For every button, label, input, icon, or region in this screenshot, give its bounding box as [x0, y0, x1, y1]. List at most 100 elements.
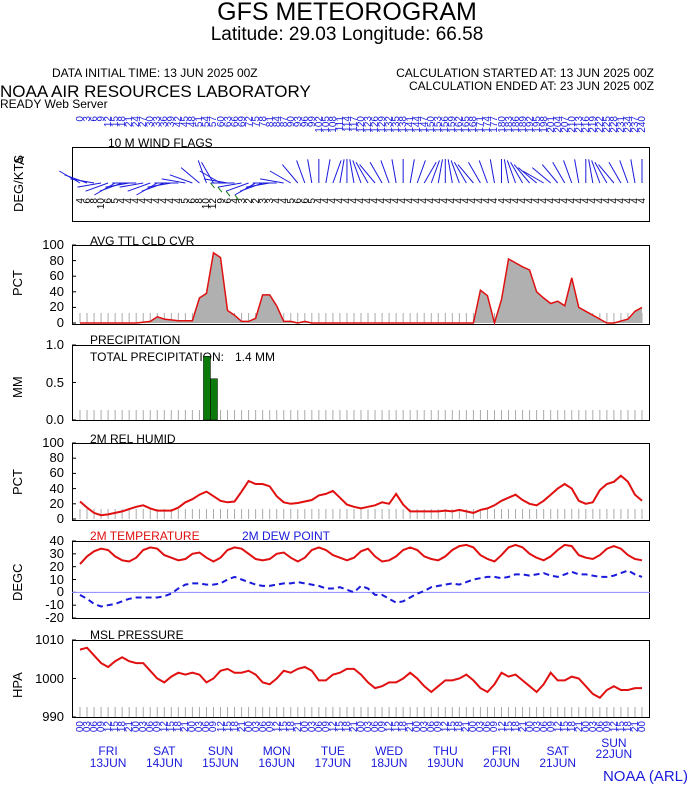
wind-barb: [450, 160, 460, 184]
wind-barb: [447, 159, 453, 184]
wind-barb: [513, 164, 530, 184]
y-tick-label: 0.5: [45, 374, 64, 390]
wind-barb: [169, 174, 193, 184]
y-tick-label: 40: [49, 283, 64, 299]
wind-barb: [594, 161, 608, 184]
lab-name: NOAA AIR RESOURCES LABORATORY: [0, 82, 311, 101]
x-day-date: 20JUN: [483, 756, 520, 770]
temp-legend: 2M TEMPERATURE: [90, 529, 200, 543]
cloud-panel: [72, 245, 650, 325]
pressure-title: MSL PRESSURE: [90, 628, 184, 642]
wind-barb: [201, 161, 214, 184]
wind-barb: [119, 182, 144, 188]
wind-barb-feather: [225, 190, 231, 197]
x-day-date: 18JUN: [370, 756, 408, 770]
calc-end: CALCULATION ENDED AT: 23 JUN 2025 00Z: [409, 79, 654, 93]
y-tick-label: 1.0: [45, 337, 64, 352]
wind-barb: [85, 182, 109, 192]
precip-total-value: 1.4 MM: [235, 350, 276, 364]
y-tick-label: 0: [56, 584, 64, 600]
x-day-name: TUE: [320, 744, 345, 758]
wind-barb: [147, 182, 172, 188]
wind-barb: [225, 182, 249, 192]
x-day-date: 21JUN: [539, 756, 577, 770]
y-tick-label: 20: [49, 495, 64, 511]
x-day-name: WED: [375, 744, 404, 758]
credit: NOAA (ARL): [602, 768, 688, 785]
wind-barb: [563, 160, 573, 184]
wind-barb-feather: [210, 182, 215, 189]
wind-barb: [430, 160, 440, 184]
wind-barb: [478, 160, 488, 184]
x-day-name: SAT: [153, 744, 176, 758]
y-tick-label: -10: [45, 597, 64, 613]
wind-barb: [467, 161, 481, 184]
init-time: DATA INITIAL TIME: 13 JUN 2025 00Z: [52, 66, 258, 80]
wind-title: 10 M WIND FLAGS: [108, 136, 213, 150]
wind-barb: [77, 182, 102, 188]
wind-barb: [391, 159, 397, 184]
x-day-date: 22JUN: [595, 747, 633, 761]
y-tick-label: 80: [49, 252, 64, 268]
y-tick-label: 1000: [35, 670, 64, 686]
temperature-line: [79, 543, 643, 565]
precip-bar: [210, 378, 218, 421]
y-tick-label: 0.0: [45, 412, 64, 427]
y-tick-label: 60: [49, 268, 64, 284]
x-day-name: SAT: [546, 744, 569, 758]
x-day-date: 19JUN: [426, 756, 464, 770]
wind-barb: [552, 161, 566, 184]
wind-barb: [416, 160, 426, 184]
wind-barb: [105, 182, 130, 188]
dew-legend: 2M DEW POINT: [242, 529, 331, 543]
x-day-name: SUN: [601, 736, 627, 750]
wind-barb: [423, 161, 437, 184]
pressure-line: [79, 646, 642, 700]
x-day-date: 16JUN: [258, 756, 296, 770]
wind-barb: [598, 164, 615, 184]
y-tick-label: 20: [49, 558, 64, 574]
wind-barb: [437, 159, 443, 184]
wind-barb: [307, 159, 313, 184]
wind-barb: [296, 160, 306, 184]
wind-barb: [522, 170, 544, 184]
wind-barb: [64, 174, 88, 184]
wind-barb: [269, 170, 292, 184]
dewpoint-line: [79, 569, 643, 608]
wind-barb: [355, 161, 369, 184]
wind-barb-feather: [217, 186, 223, 193]
wind-barb: [325, 159, 331, 184]
wind-barb: [260, 178, 284, 184]
wind-barb: [245, 182, 270, 188]
y-tick-label: 0: [56, 315, 64, 330]
y-tick-label: 30: [49, 545, 64, 561]
wind-barb: [161, 178, 186, 184]
wind-barb: [70, 178, 95, 184]
wind-barb: [510, 161, 524, 184]
cloud-title: AVG TTL CLD CVR: [90, 234, 195, 248]
y-tick-label: 1010: [35, 632, 64, 647]
wind-barb: [503, 159, 510, 184]
x-day-date: 15JUN: [202, 756, 239, 770]
x-day-name: MON: [262, 744, 291, 758]
y-tick-label: 60: [49, 465, 64, 481]
location-subtitle: Latitude: 29.03 Longitude: 66.58: [210, 24, 484, 45]
x-day-date: 17JUN: [314, 756, 352, 770]
wind-barb: [489, 159, 495, 184]
y-tick-label: 40: [49, 533, 64, 548]
x-day-date: 14JUN: [145, 756, 183, 770]
wind-barb: [591, 160, 601, 184]
wind-barb-feather: [234, 194, 240, 201]
wind-barb: [541, 164, 559, 184]
wind-barb: [409, 159, 415, 184]
precip-bar: [203, 356, 211, 421]
y-tick-label: -20: [45, 610, 64, 625]
x-day-name: FRI: [98, 744, 118, 758]
x-day-date: 13JUN: [89, 756, 127, 770]
y-tick-label: 0: [56, 511, 64, 526]
wind-barb: [517, 167, 537, 184]
wind-barb: [239, 182, 263, 192]
precip-total-label: TOTAL PRECIPITATION:: [90, 350, 225, 364]
wind-barb: [359, 164, 376, 184]
